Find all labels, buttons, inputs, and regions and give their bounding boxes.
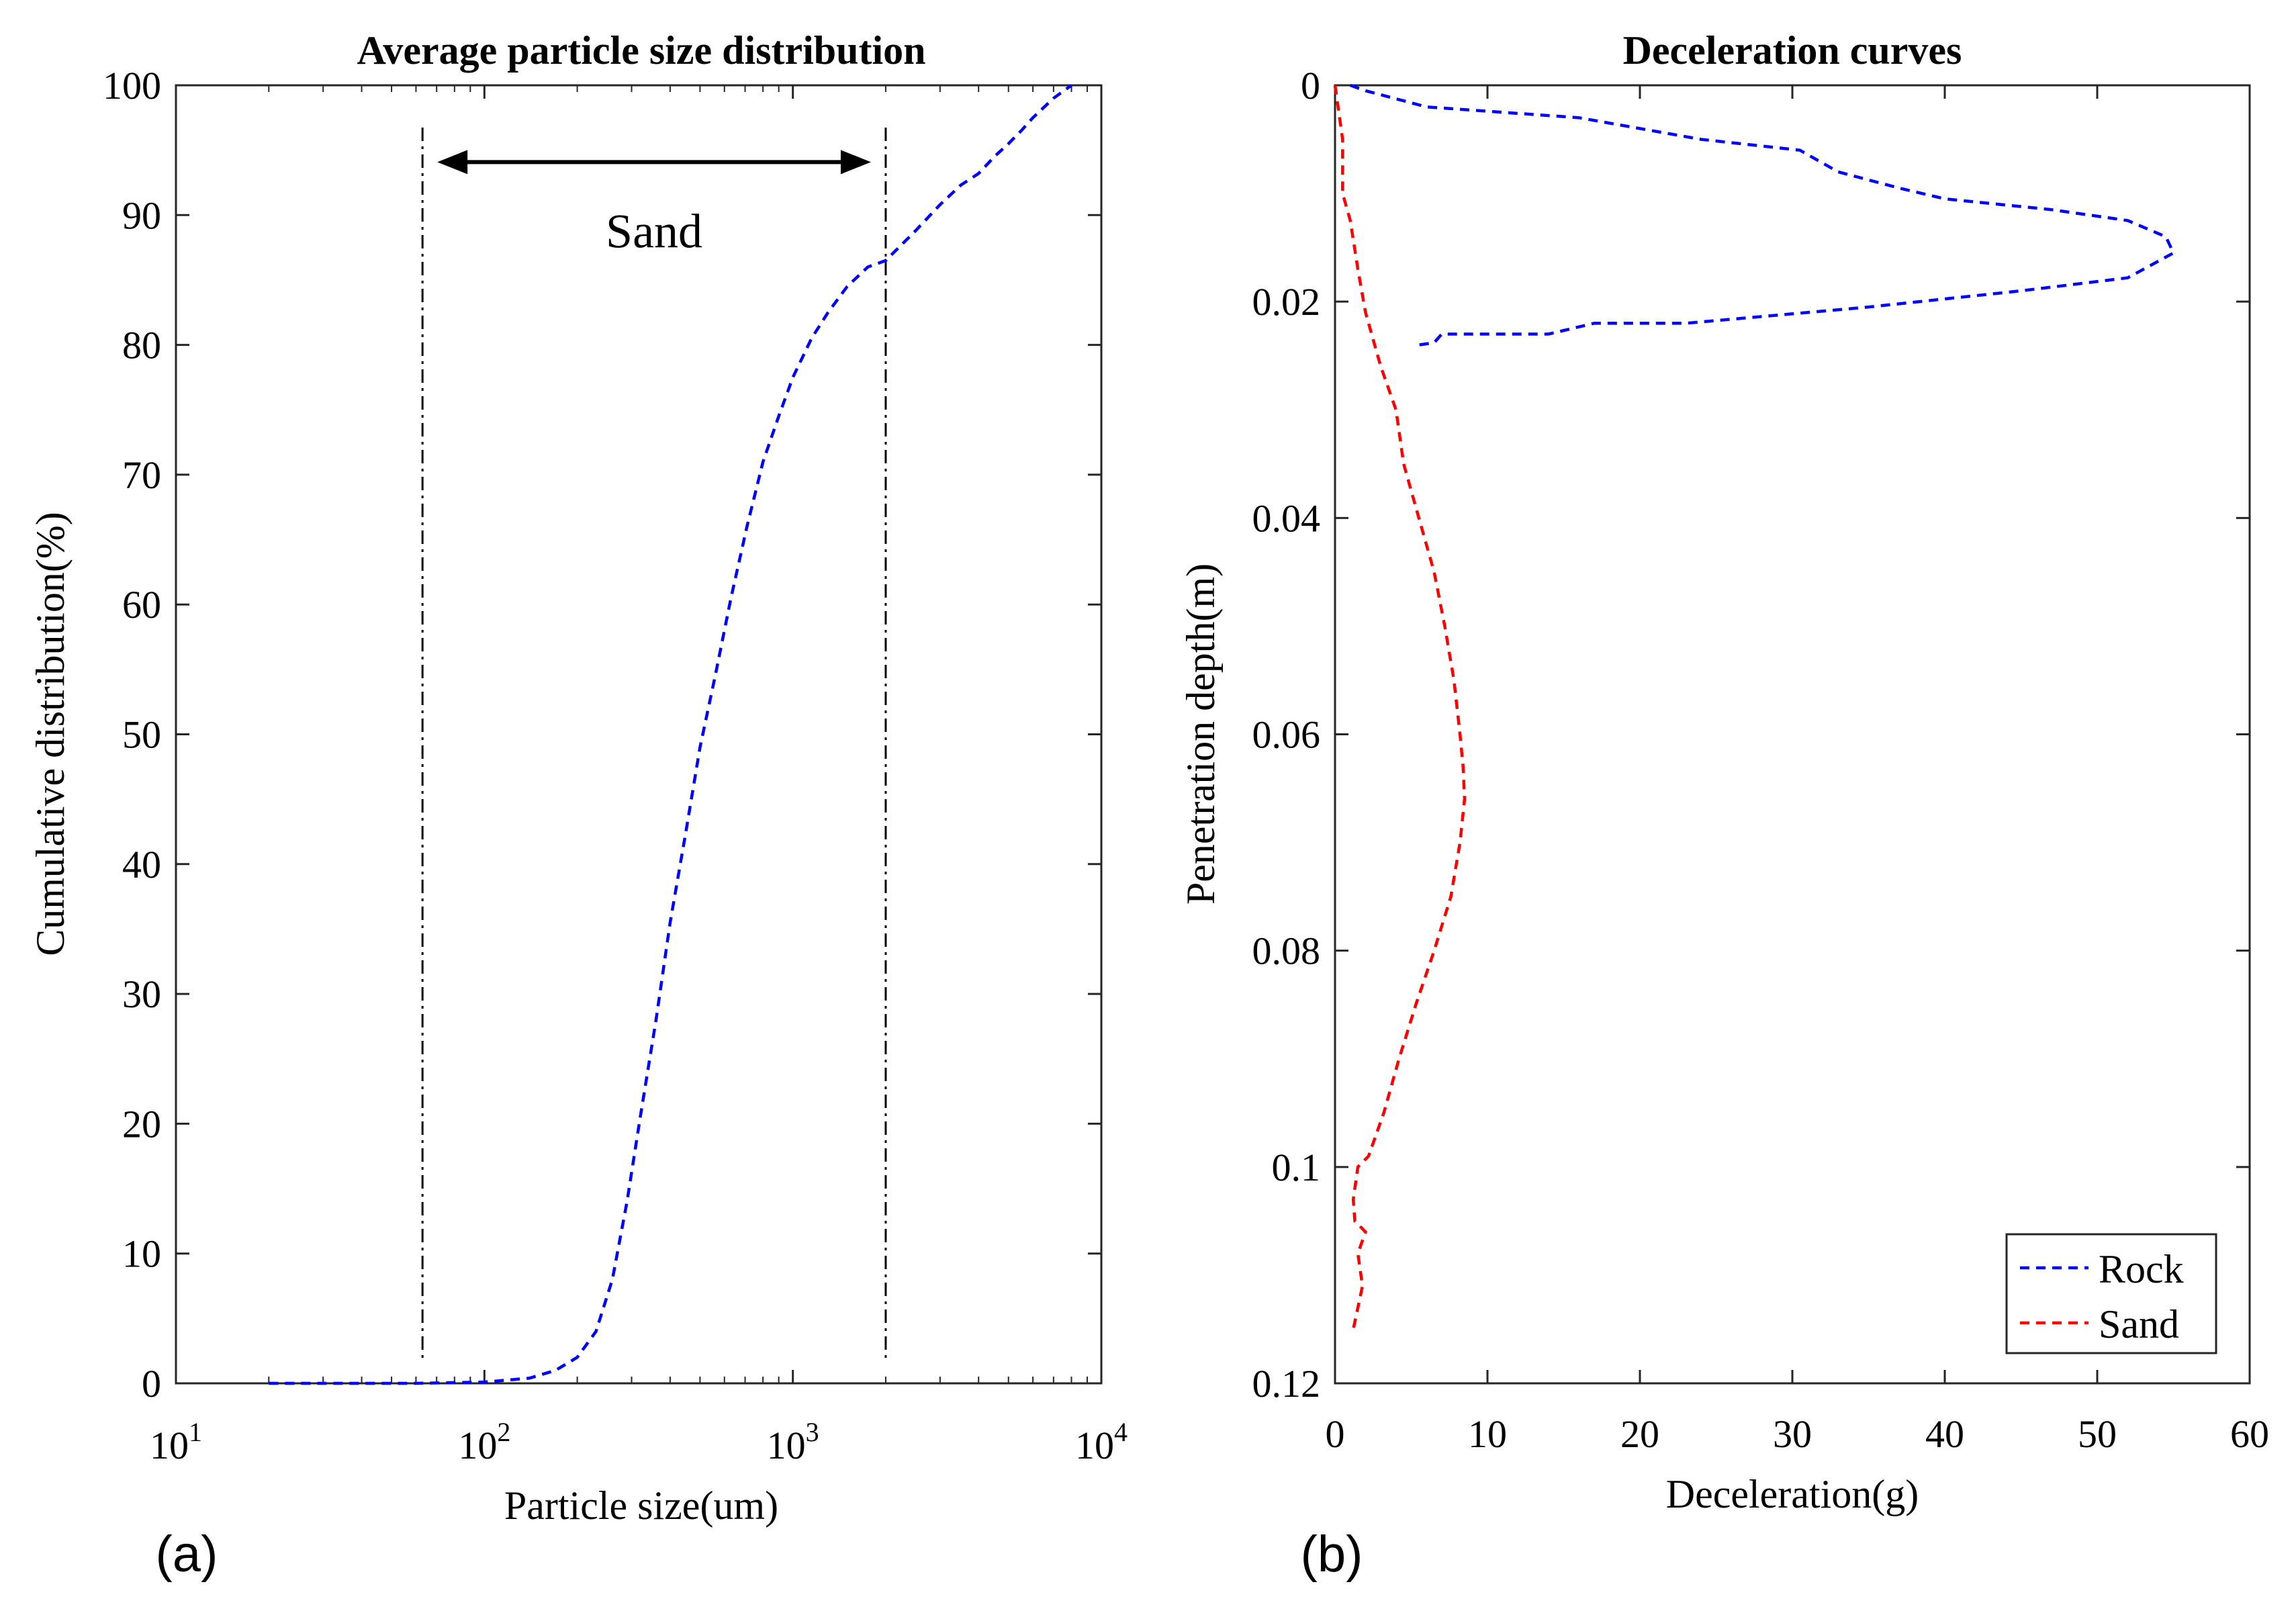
panel-b-xtick-label: 10 bbox=[1468, 1412, 1507, 1456]
xtick-base: 10 bbox=[150, 1424, 189, 1467]
panel-b-title: Deceleration curves bbox=[1623, 28, 1962, 73]
panel-b-xtick-label: 0 bbox=[1326, 1412, 1345, 1456]
sand-arrow-head-left bbox=[437, 150, 468, 175]
panel-b-label: (b) bbox=[1301, 1526, 1363, 1583]
panel-b-ytick-label: 0.08 bbox=[1252, 929, 1321, 973]
legend-box bbox=[2005, 1233, 2217, 1354]
xtick-exponent: 1 bbox=[189, 1417, 202, 1447]
panel-a-ytick-label: 60 bbox=[122, 583, 161, 627]
panel-b-xtick-label: 50 bbox=[2078, 1412, 2117, 1456]
legend-label-sand: Sand bbox=[2099, 1302, 2179, 1346]
panel-b-legend: Rock Sand bbox=[2005, 1233, 2217, 1354]
panel-a-ytick-label: 100 bbox=[103, 64, 161, 107]
panel-b-series-line-sand bbox=[1333, 85, 1467, 1330]
xtick-exponent: 4 bbox=[1114, 1417, 1128, 1447]
panel-b-ytick-label: 0 bbox=[1301, 64, 1320, 107]
panel-b-xtick-label: 60 bbox=[2230, 1412, 2269, 1456]
sand-annotation-label: Sand bbox=[606, 204, 702, 258]
panel-b-x-tick-labels: 0 10 20 30 40 50 60 bbox=[1326, 1412, 2270, 1456]
panel-a-ytick-label: 30 bbox=[122, 972, 161, 1016]
legend-label-rock: Rock bbox=[2099, 1247, 2184, 1291]
panel-b-ytick-label: 0.06 bbox=[1252, 713, 1321, 757]
panel-b-y-tick-labels: 0 0.02 0.04 0.06 0.08 0.1 0.12 bbox=[1252, 64, 1321, 1405]
panel-a-x-tick-labels: 101 102 103 104 bbox=[150, 1417, 1128, 1467]
sand-arrow-head-right bbox=[840, 150, 871, 175]
xtick-exponent: 2 bbox=[497, 1417, 510, 1447]
xtick-exponent: 3 bbox=[806, 1417, 819, 1447]
panel-a-xtick-label: 102 bbox=[458, 1417, 510, 1467]
panel-a-x-axis-label: Particle size(um) bbox=[504, 1483, 778, 1528]
panel-a-y-tick-labels: 0 10 20 30 40 50 60 70 80 90 100 bbox=[103, 64, 161, 1405]
panel-a-title: Average particle size distribution bbox=[357, 28, 925, 73]
panel-a-series-line bbox=[269, 84, 1072, 1385]
panel-b-x-axis-label: Deceleration(g) bbox=[1666, 1472, 1919, 1516]
panel-a-xtick-label: 104 bbox=[1075, 1417, 1128, 1467]
panel-a-ytick-label: 0 bbox=[142, 1362, 161, 1405]
panel-b-ytick-label: 0.12 bbox=[1252, 1362, 1321, 1405]
panel-b-ticks bbox=[1334, 84, 2251, 1385]
panel-a-ticks bbox=[175, 84, 1103, 1385]
panel-a-ytick-label: 80 bbox=[122, 324, 161, 367]
panel-b-ytick-label: 0.1 bbox=[1272, 1146, 1321, 1189]
panel-a-chart: Average particle size distribution 01020… bbox=[28, 28, 1128, 1583]
xtick-base: 10 bbox=[767, 1424, 806, 1467]
panel-a-annotation: Sand bbox=[437, 150, 871, 258]
panel-b-ytick-label: 0.04 bbox=[1252, 496, 1321, 540]
panel-b-series-line-rock bbox=[1349, 83, 2176, 347]
panel-a-ytick-label: 70 bbox=[122, 453, 161, 497]
panel-a-xtick-label: 103 bbox=[767, 1417, 819, 1467]
panel-a-ytick-label: 10 bbox=[122, 1232, 161, 1276]
panel-a-ytick-label: 50 bbox=[122, 713, 161, 757]
panel-a-vertical-lines bbox=[421, 128, 887, 1360]
panel-a-ytick-label: 20 bbox=[122, 1102, 161, 1146]
panel-a-ytick-label: 90 bbox=[122, 193, 161, 237]
panel-b-xtick-label: 30 bbox=[1773, 1412, 1812, 1456]
panel-a-label: (a) bbox=[156, 1526, 218, 1583]
panel-b-ytick-label: 0.02 bbox=[1252, 280, 1321, 324]
panel-a-ytick-label: 40 bbox=[122, 843, 161, 886]
xtick-base: 10 bbox=[458, 1424, 497, 1467]
panel-a-y-axis-label: Cumulative distribution(%) bbox=[28, 512, 73, 956]
xtick-base: 10 bbox=[1075, 1424, 1114, 1467]
panel-b-xtick-label: 20 bbox=[1620, 1412, 1659, 1456]
panel-b-y-axis-label: Penetration depth(m) bbox=[1179, 563, 1223, 905]
panel-a-xtick-label: 101 bbox=[150, 1417, 202, 1467]
panel-a-series bbox=[269, 84, 1072, 1385]
panel-b-xtick-label: 40 bbox=[1925, 1412, 1964, 1456]
panel-b-series bbox=[1333, 83, 2176, 1330]
panel-b-chart: Deceleration curves 0 0.02 0.04 0.06 0.08 0.1… bbox=[1179, 28, 2269, 1583]
